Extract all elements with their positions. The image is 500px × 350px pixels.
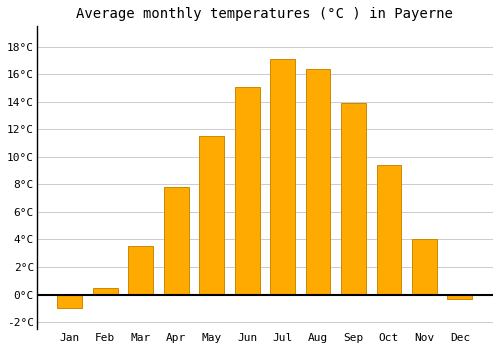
Bar <box>200 136 224 294</box>
Bar <box>376 165 402 294</box>
Bar <box>448 294 472 299</box>
Title: Average monthly temperatures (°C ) in Payerne: Average monthly temperatures (°C ) in Pa… <box>76 7 454 21</box>
Bar <box>341 103 366 294</box>
Bar <box>235 87 260 294</box>
Bar <box>128 246 153 294</box>
Bar <box>412 239 437 294</box>
Bar <box>306 69 330 294</box>
Bar <box>93 288 118 294</box>
Bar <box>164 187 188 294</box>
Bar <box>270 59 295 294</box>
Bar <box>58 294 82 308</box>
